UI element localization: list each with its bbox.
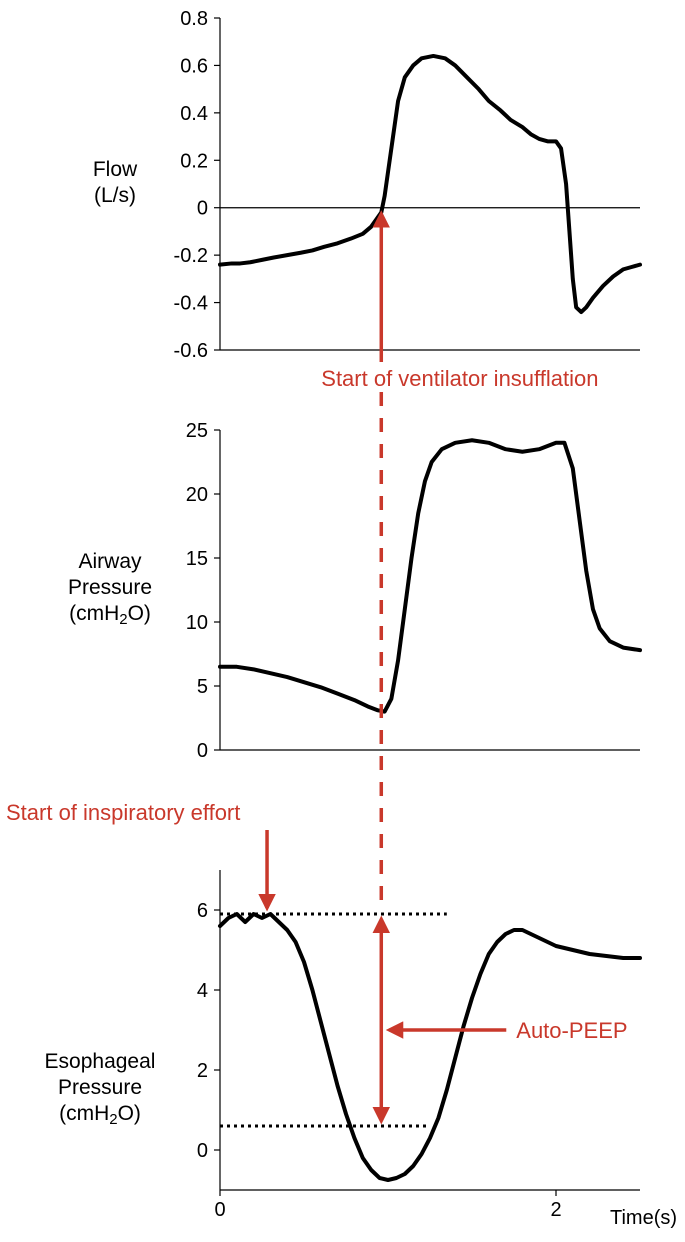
svg-text:0.6: 0.6 bbox=[180, 55, 208, 77]
svg-text:20: 20 bbox=[186, 484, 208, 506]
svg-text:2: 2 bbox=[197, 1060, 208, 1082]
svg-text:15: 15 bbox=[186, 548, 208, 570]
svg-text:25: 25 bbox=[186, 420, 208, 442]
svg-text:0.8: 0.8 bbox=[180, 8, 208, 30]
svg-text:0.2: 0.2 bbox=[180, 150, 208, 172]
svg-text:Start of ventilator insufflati: Start of ventilator insufflation bbox=[321, 366, 598, 391]
svg-text:2: 2 bbox=[550, 1199, 561, 1221]
svg-text:Pressure: Pressure bbox=[58, 1076, 142, 1099]
svg-text:10: 10 bbox=[186, 612, 208, 634]
svg-text:Auto-PEEP: Auto-PEEP bbox=[516, 1018, 627, 1043]
svg-text:Pressure: Pressure bbox=[68, 576, 152, 599]
svg-text:(cmH2O): (cmH2O) bbox=[69, 602, 151, 628]
svg-text:(L/s): (L/s) bbox=[94, 184, 136, 207]
svg-text:4: 4 bbox=[197, 980, 208, 1002]
svg-text:Airway: Airway bbox=[78, 550, 142, 573]
svg-text:Flow: Flow bbox=[93, 158, 138, 181]
svg-text:6: 6 bbox=[197, 900, 208, 922]
svg-text:0: 0 bbox=[197, 740, 208, 762]
svg-text:-0.6: -0.6 bbox=[174, 340, 208, 362]
svg-text:Start of inspiratory effort: Start of inspiratory effort bbox=[6, 800, 240, 825]
svg-text:Esophageal: Esophageal bbox=[45, 1050, 156, 1073]
svg-text:0: 0 bbox=[197, 198, 208, 220]
svg-text:-0.2: -0.2 bbox=[174, 245, 208, 267]
svg-text:-0.4: -0.4 bbox=[174, 293, 208, 315]
svg-text:(cmH2O): (cmH2O) bbox=[59, 1102, 141, 1128]
svg-text:5: 5 bbox=[197, 676, 208, 698]
svg-text:Time(s): Time(s) bbox=[610, 1207, 677, 1229]
svg-text:0.4: 0.4 bbox=[180, 103, 208, 125]
svg-text:0: 0 bbox=[214, 1199, 225, 1221]
svg-text:0: 0 bbox=[197, 1140, 208, 1162]
